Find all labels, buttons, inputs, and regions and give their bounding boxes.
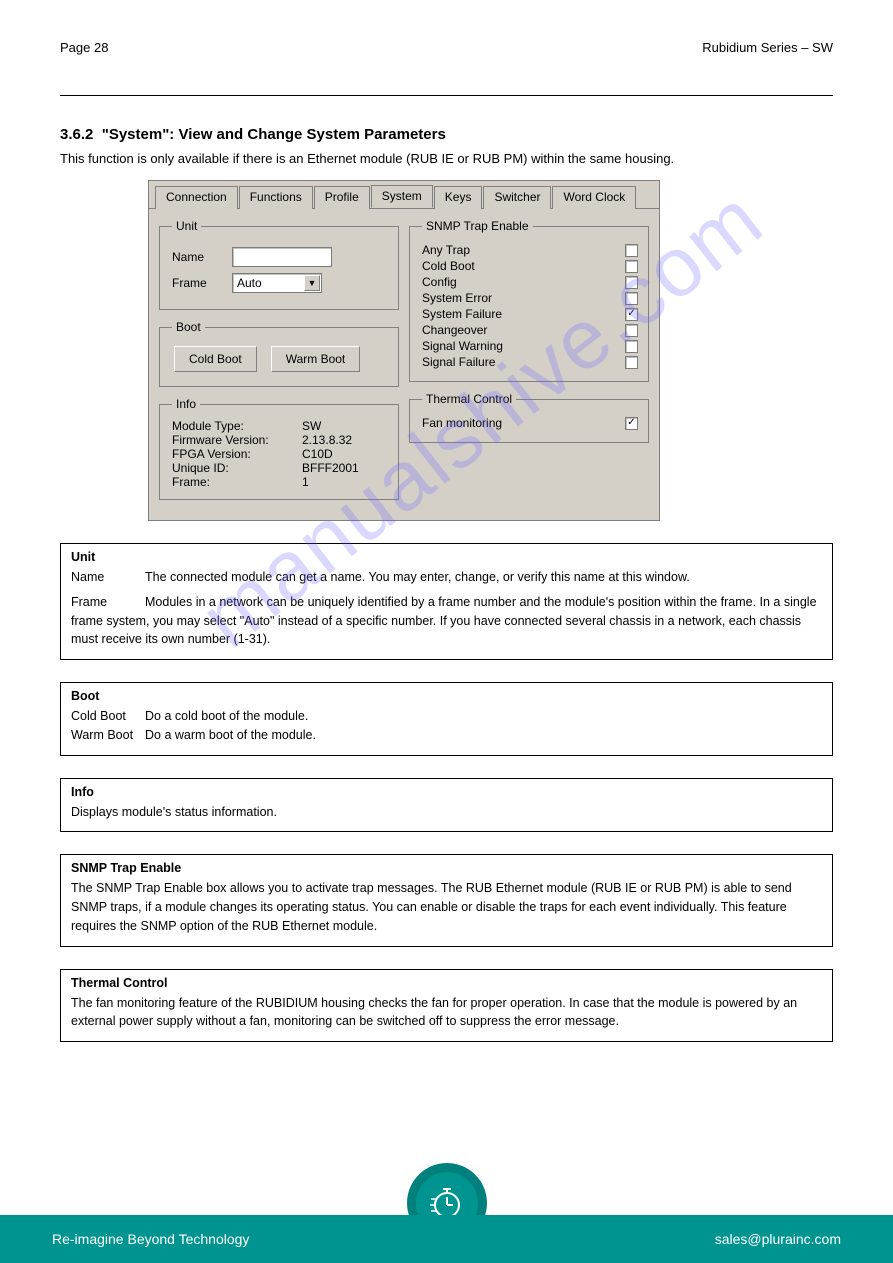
unit-description-box: Unit NameThe connected module can get a … xyxy=(60,543,833,660)
chevron-down-icon[interactable]: ▼ xyxy=(304,275,320,291)
thermal-legend: Thermal Control xyxy=(422,392,516,406)
frame-select-value: Auto xyxy=(237,276,262,290)
snmp-checkbox-system-failure[interactable]: ✓ xyxy=(625,308,638,321)
thermal-group: Thermal Control Fan monitoring ✓ xyxy=(409,392,649,443)
snmp-label: Any Trap xyxy=(422,243,625,257)
snmp-box-title: SNMP Trap Enable xyxy=(61,855,832,877)
snmp-box-text: The SNMP Trap Enable box allows you to a… xyxy=(61,877,832,945)
warm-boot-text: Do a warm boot of the module. xyxy=(145,728,316,742)
cold-boot-text: Do a cold boot of the module. xyxy=(145,709,308,723)
snmp-row: Any Trap xyxy=(422,243,638,257)
info-key: FPGA Version: xyxy=(172,447,302,461)
warm-boot-button[interactable]: Warm Boot xyxy=(271,346,361,372)
unit-name-text: The connected module can get a name. You… xyxy=(145,570,690,584)
snmp-label: System Failure xyxy=(422,307,625,321)
boot-box-title: Boot xyxy=(61,683,832,705)
tab-word-clock[interactable]: Word Clock xyxy=(552,186,636,209)
info-group: Info Module Type:SWFirmware Version:2.13… xyxy=(159,397,399,500)
unit-group: Unit Name Frame Auto ▼ xyxy=(159,219,399,310)
cold-boot-button[interactable]: Cold Boot xyxy=(174,346,257,372)
snmp-label: Config xyxy=(422,275,625,289)
unit-frame-key: Frame xyxy=(71,593,145,612)
tab-profile[interactable]: Profile xyxy=(314,186,370,209)
snmp-label: Signal Failure xyxy=(422,355,625,369)
info-key: Unique ID: xyxy=(172,461,302,475)
snmp-row: Config xyxy=(422,275,638,289)
info-row: Firmware Version:2.13.8.32 xyxy=(172,433,388,447)
fan-monitoring-label: Fan monitoring xyxy=(422,416,625,430)
info-value: 2.13.8.32 xyxy=(302,433,352,447)
snmp-label: Changeover xyxy=(422,323,625,337)
header-rule xyxy=(60,95,833,96)
footer-right-text: sales@plurainc.com xyxy=(715,1231,841,1247)
doc-title: Rubidium Series – SW xyxy=(702,40,833,55)
snmp-group: SNMP Trap Enable Any Trap Cold Boot Config… xyxy=(409,219,649,382)
snmp-checkbox-changeover[interactable] xyxy=(625,324,638,337)
snmp-description-box: SNMP Trap Enable The SNMP Trap Enable bo… xyxy=(60,854,833,946)
thermal-box-title: Thermal Control xyxy=(61,970,832,992)
unit-frame-text: Modules in a network can be uniquely ide… xyxy=(71,595,817,647)
tab-connection[interactable]: Connection xyxy=(155,186,238,209)
thermal-box-text: The fan monitoring feature of the RUBIDI… xyxy=(61,992,832,1042)
fan-monitoring-checkbox[interactable]: ✓ xyxy=(625,417,638,430)
info-value: BFFF2001 xyxy=(302,461,359,475)
section-description: This function is only available if there… xyxy=(60,151,833,166)
snmp-checkbox-any-trap[interactable] xyxy=(625,244,638,257)
info-legend: Info xyxy=(172,397,200,411)
page-footer: Re-imagine Beyond Technology sales@plura… xyxy=(0,1215,893,1263)
section-heading: 3.6.2 "System": View and Change System P… xyxy=(60,126,833,143)
snmp-label: System Error xyxy=(422,291,625,305)
tab-switcher[interactable]: Switcher xyxy=(483,186,551,209)
snmp-row: System Failure✓ xyxy=(422,307,638,321)
boot-legend: Boot xyxy=(172,320,205,334)
name-label: Name xyxy=(172,250,232,264)
info-row: Module Type:SW xyxy=(172,419,388,433)
snmp-checkbox-system-error[interactable] xyxy=(625,292,638,305)
snmp-checkbox-cold-boot[interactable] xyxy=(625,260,638,273)
snmp-checkbox-signal-warning[interactable] xyxy=(625,340,638,353)
cold-boot-key: Cold Boot xyxy=(71,707,145,726)
page-number: Page 28 xyxy=(60,40,108,55)
snmp-label: Cold Boot xyxy=(422,259,625,273)
snmp-checkbox-config[interactable] xyxy=(625,276,638,289)
info-value: C10D xyxy=(302,447,333,461)
snmp-legend: SNMP Trap Enable xyxy=(422,219,533,233)
boot-description-box: Boot Cold BootDo a cold boot of the modu… xyxy=(60,682,833,756)
unit-box-title: Unit xyxy=(61,544,832,566)
snmp-row: System Error xyxy=(422,291,638,305)
thermal-description-box: Thermal Control The fan monitoring featu… xyxy=(60,969,833,1043)
snmp-row: Changeover xyxy=(422,323,638,337)
boot-group: Boot Cold Boot Warm Boot xyxy=(159,320,399,387)
snmp-row: Signal Failure xyxy=(422,355,638,369)
system-config-panel: ConnectionFunctionsProfileSystemKeysSwit… xyxy=(148,180,660,521)
info-value: SW xyxy=(302,419,321,433)
snmp-row: Signal Warning xyxy=(422,339,638,353)
info-box-title: Info xyxy=(61,779,832,801)
unit-name-key: Name xyxy=(71,568,145,587)
info-key: Module Type: xyxy=(172,419,302,433)
info-box-text: Displays module's status information. xyxy=(61,801,832,832)
warm-boot-key: Warm Boot xyxy=(71,726,145,745)
info-description-box: Info Displays module's status informatio… xyxy=(60,778,833,833)
info-value: 1 xyxy=(302,475,309,489)
snmp-row: Cold Boot xyxy=(422,259,638,273)
footer-left-text: Re-imagine Beyond Technology xyxy=(52,1231,249,1247)
frame-select[interactable]: Auto ▼ xyxy=(232,273,322,293)
info-row: Frame:1 xyxy=(172,475,388,489)
info-key: Frame: xyxy=(172,475,302,489)
info-key: Firmware Version: xyxy=(172,433,302,447)
info-row: Unique ID:BFFF2001 xyxy=(172,461,388,475)
name-input[interactable] xyxy=(232,247,332,267)
snmp-label: Signal Warning xyxy=(422,339,625,353)
tab-system[interactable]: System xyxy=(371,185,433,208)
tab-keys[interactable]: Keys xyxy=(434,186,483,209)
info-row: FPGA Version:C10D xyxy=(172,447,388,461)
snmp-checkbox-signal-failure[interactable] xyxy=(625,356,638,369)
tab-strip: ConnectionFunctionsProfileSystemKeysSwit… xyxy=(149,181,659,208)
tab-functions[interactable]: Functions xyxy=(239,186,313,209)
frame-label: Frame xyxy=(172,276,232,290)
unit-legend: Unit xyxy=(172,219,201,233)
